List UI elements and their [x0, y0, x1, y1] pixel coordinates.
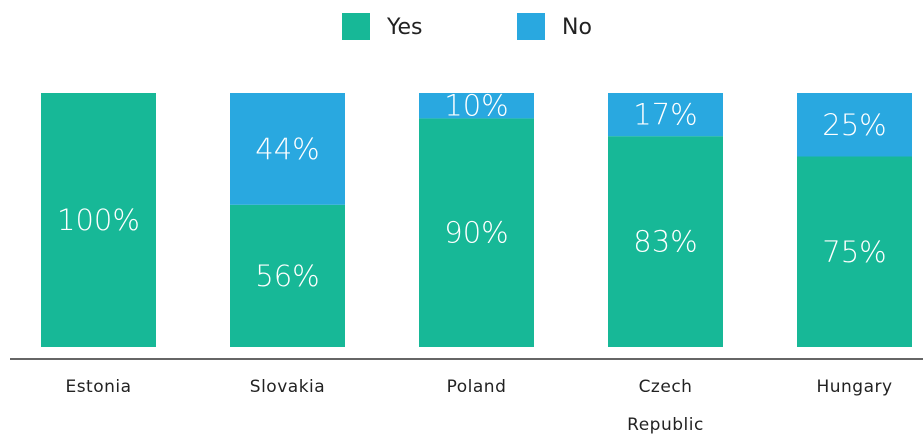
value-label: 56%	[255, 259, 319, 293]
value-label: 44%	[255, 132, 319, 166]
x-tick-label: Poland	[446, 377, 507, 397]
value-label: 100%	[57, 203, 140, 237]
legend-label: No	[562, 15, 592, 40]
bar-segment	[797, 93, 912, 157]
legend-swatch	[342, 13, 370, 40]
x-tick-label: Slovakia	[249, 377, 326, 397]
value-label: 10%	[444, 89, 508, 123]
bar-segment	[608, 136, 723, 347]
bar-segment	[797, 156, 912, 347]
value-label: 75%	[822, 235, 886, 269]
value-label: 90%	[444, 216, 508, 250]
legend-label: Yes	[386, 15, 423, 40]
value-label: 83%	[633, 225, 697, 259]
bar-segment	[230, 204, 345, 347]
bar-segment	[41, 93, 156, 347]
x-tick-label: Estonia	[65, 377, 132, 397]
legend-swatch	[517, 13, 545, 40]
bar-segment	[419, 118, 534, 348]
value-label: 25%	[822, 108, 886, 142]
value-label: 17%	[633, 98, 697, 132]
bar-segment	[608, 93, 723, 137]
bar-segment	[230, 93, 345, 205]
bar-segment	[419, 93, 534, 119]
x-tick-label: Hungary	[816, 377, 893, 397]
x-tick-label: Czech Republic	[627, 377, 704, 435]
